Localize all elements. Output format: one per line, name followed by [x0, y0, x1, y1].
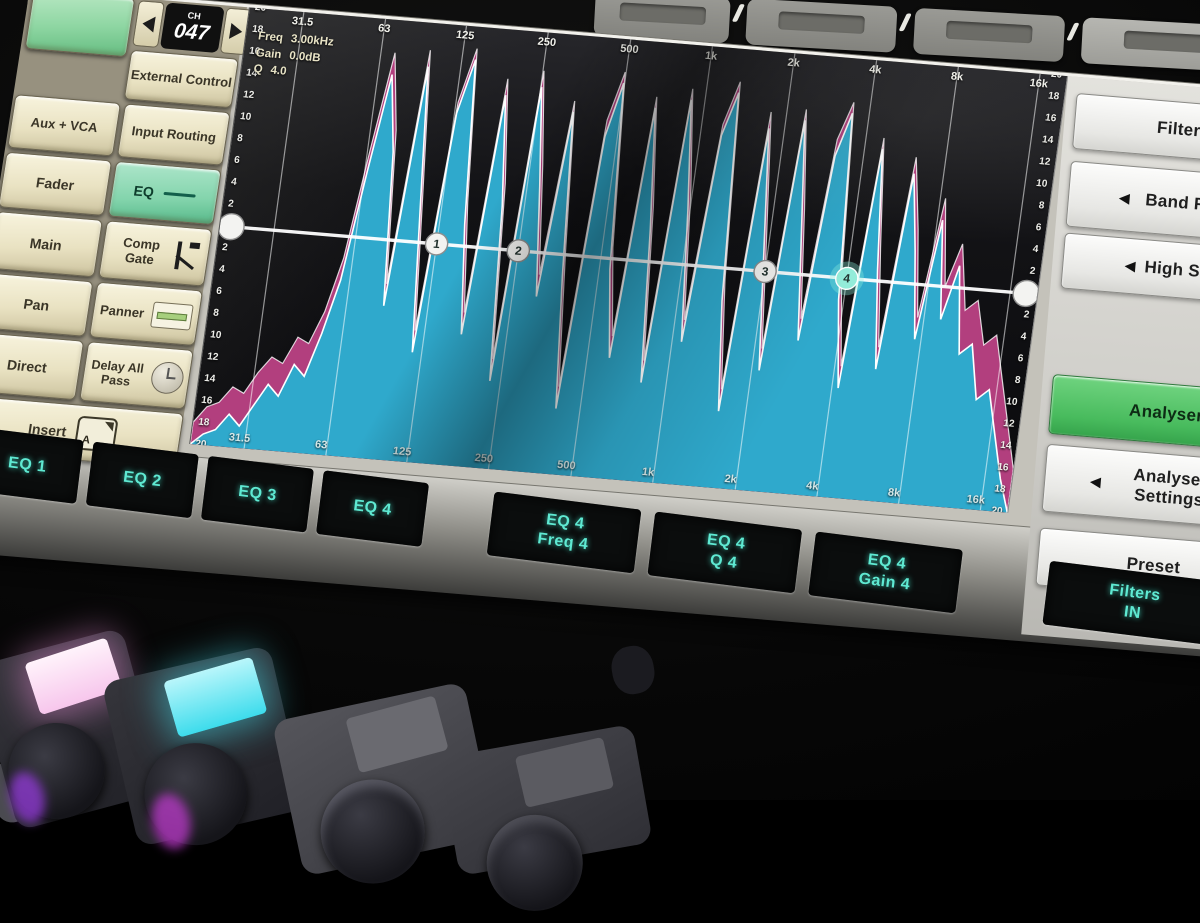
eq-band-number: 1 — [432, 237, 441, 251]
analyser-button[interactable]: Analyser — [1048, 373, 1200, 454]
encoder-display-off — [514, 736, 615, 808]
touchscreen: CH 047 External Control Aux + VCA Input … — [0, 0, 1200, 662]
eq-band-handle-2[interactable] — [506, 239, 531, 263]
physical-button-pad[interactable] — [1080, 17, 1200, 73]
pad-divider — [1066, 22, 1080, 41]
knob-rim-glow — [146, 789, 196, 853]
analyser-label: Analyser — [1128, 400, 1200, 426]
rotary-encoder-knob[interactable] — [479, 807, 591, 919]
rotary-encoder-knob[interactable] — [0, 712, 116, 830]
pad-divider — [731, 4, 746, 22]
pad-window — [1123, 30, 1200, 54]
encoder-lcd: EQ 4 Freq 4 — [486, 491, 642, 574]
high-shelf-label: High Shelf — [1143, 257, 1200, 284]
comp-gate-button[interactable]: Comp Gate — [98, 220, 213, 287]
pad-window — [778, 11, 865, 35]
right-arrow-icon — [228, 22, 244, 40]
pad-divider — [898, 13, 912, 32]
fader-button[interactable]: Fader — [0, 151, 113, 216]
clock-icon — [149, 360, 186, 396]
band-readout: Freq 3.00kHz Gain 0.0dB Q 4.0 — [252, 30, 335, 79]
rotary-encoder-knob[interactable] — [134, 732, 257, 856]
eq-band-number: 2 — [514, 244, 523, 258]
external-control-button[interactable]: External Control — [123, 49, 240, 109]
channel-number: 047 — [172, 19, 211, 45]
pan-button[interactable]: Pan — [0, 272, 94, 337]
delay-all-pass-label: Delay All Pass — [90, 357, 145, 389]
pan-position-icon — [150, 301, 194, 331]
physical-button-pad[interactable] — [745, 0, 898, 53]
band-reset-label: Band Reset — [1144, 189, 1200, 217]
encoder-display-cyan — [163, 656, 268, 738]
encoder-lcd: EQ 1 — [0, 427, 84, 504]
eq-band-number: 3 — [761, 264, 770, 278]
eq-button[interactable]: EQ — [107, 160, 222, 226]
analyser-settings-label: Analyser Settings — [1132, 464, 1200, 510]
eq-curve-line[interactable] — [219, 224, 1038, 297]
pad-window — [618, 2, 706, 26]
band-reset-button[interactable]: ◀ Band Reset — [1065, 160, 1200, 246]
physical-button-pad[interactable] — [912, 7, 1066, 63]
filter-in-label: Filter IN — [1156, 117, 1200, 142]
high-shelf-button[interactable]: ◀ High Shelf — [1060, 232, 1200, 308]
eq-button-label: EQ — [132, 182, 156, 200]
filters-in-lcd: Filters IN — [1042, 560, 1200, 646]
spectrum-rta — [190, 59, 1009, 513]
delay-all-pass-button[interactable]: Delay All Pass — [79, 341, 194, 410]
left-triangle-icon: ◀ — [1118, 190, 1131, 206]
rotary-encoder-knob[interactable] — [310, 769, 435, 894]
left-arrow-icon — [141, 15, 156, 33]
channel-name-button[interactable] — [24, 0, 136, 58]
encoder-lcd: EQ 4 Gain 4 — [808, 531, 963, 614]
encoder-display-off — [345, 695, 449, 774]
eq-active-indicator — [163, 191, 196, 198]
encoder-lcd: EQ 4 — [315, 470, 430, 547]
main-button[interactable]: Main — [0, 211, 104, 278]
eq-edge-handle[interactable] — [1012, 279, 1041, 308]
input-routing-button[interactable]: Input Routing — [116, 103, 231, 166]
left-triangle-icon: ◀ — [1089, 473, 1102, 490]
compressor-curve-icon — [172, 241, 201, 271]
panner-button[interactable]: Panner — [88, 281, 204, 347]
left-triangle-icon: ◀ — [1124, 257, 1137, 274]
eq-band-handle-1[interactable] — [424, 232, 449, 256]
analyser-settings-button[interactable]: ◀ Analyser Settings — [1041, 443, 1200, 531]
encoder-lcd: EQ 2 — [85, 441, 199, 519]
eq-band-handle-4[interactable] — [834, 266, 859, 291]
eq-edge-handle[interactable] — [216, 213, 245, 241]
filter-in-button[interactable]: Filter IN — [1072, 92, 1200, 169]
console-surface: CH 047 External Control Aux + VCA Input … — [0, 0, 1200, 670]
direct-button[interactable]: Direct — [0, 331, 85, 401]
encoder-lcd: EQ 3 — [200, 455, 314, 533]
channel-number-display: CH 047 — [159, 2, 225, 53]
aux-vca-button[interactable]: Aux + VCA — [7, 94, 122, 157]
spectrum-plot: 1 2 3 4 — [190, 11, 1041, 513]
pad-window — [945, 20, 1033, 44]
comp-gate-label: Comp Gate — [122, 234, 162, 268]
eq-band-handle-3[interactable] — [753, 259, 778, 284]
eq-band-number: 4 — [843, 271, 852, 285]
panner-label: Panner — [99, 301, 146, 321]
